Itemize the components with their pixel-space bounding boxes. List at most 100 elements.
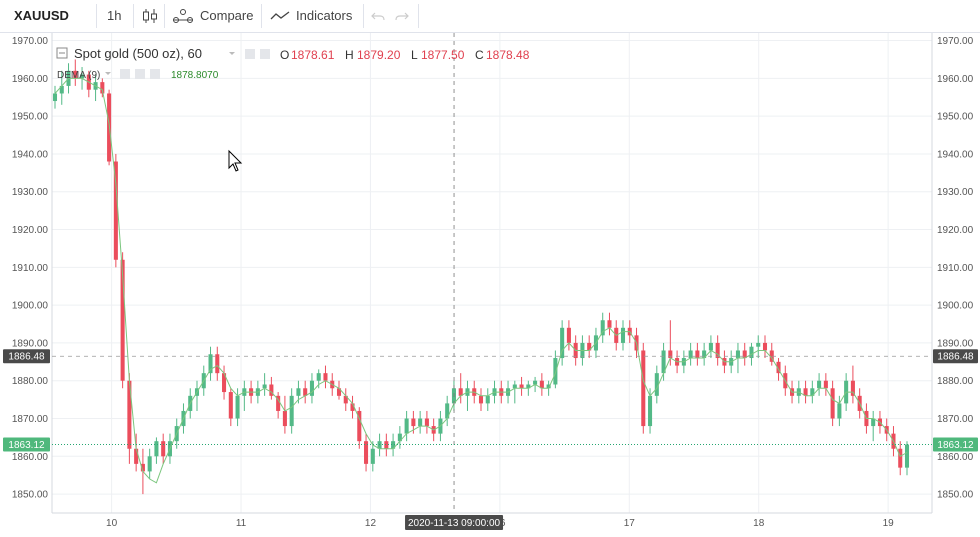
- candle: [194, 380, 200, 411]
- dema-line: [54, 77, 908, 484]
- mouse-cursor-icon: [228, 149, 243, 172]
- candle-body: [134, 448, 139, 464]
- candles-icon: [143, 8, 157, 23]
- last-price-text: 1863.12: [8, 440, 45, 451]
- left-price-scale[interactable]: 1970.00 1960.00 1950.00 1940.00 1930.00 1920.…: [12, 36, 49, 501]
- candle: [560, 320, 565, 366]
- candle-body: [120, 259, 125, 381]
- candle: [485, 388, 490, 411]
- candle: [823, 373, 828, 396]
- candle: [762, 335, 768, 359]
- candle: [519, 376, 524, 396]
- price-tick-label: 1850.00: [937, 490, 974, 501]
- price-tick-label: 1850.00: [12, 490, 49, 501]
- toolbar-divider: [164, 4, 165, 28]
- interval-button[interactable]: 1h: [107, 8, 122, 23]
- candle-body: [756, 342, 761, 347]
- candle-body: [323, 373, 328, 381]
- compare-label: Compare: [200, 8, 254, 23]
- candle-body: [837, 403, 842, 419]
- candle-body: [59, 85, 64, 94]
- price-chart[interactable]: 1970.00 1960.00 1950.00 1940.00 1930.00 1920.…: [0, 33, 980, 537]
- price-tick-label: 1900.00: [937, 301, 974, 312]
- price-tick-label: 1910.00: [937, 263, 974, 274]
- indicators-button[interactable]: Indicators: [270, 0, 352, 31]
- candle-body: [445, 403, 450, 419]
- candle: [418, 410, 423, 434]
- candle-body: [607, 320, 612, 328]
- candle-body: [336, 388, 342, 396]
- candle: [147, 448, 152, 479]
- price-tick-label: 1930.00: [12, 187, 49, 198]
- candle-body: [546, 384, 551, 389]
- candle-body: [343, 395, 348, 404]
- candle: [512, 380, 517, 404]
- right-price-scale[interactable]: 1970.00 1960.00 1950.00 1940.00 1930.00 1920.…: [937, 36, 974, 501]
- redo-icon: [395, 12, 409, 20]
- candle: [208, 346, 213, 381]
- candle-body: [215, 354, 220, 374]
- eye-icon[interactable]: [245, 49, 255, 59]
- candle-body: [803, 388, 808, 396]
- low-label: L: [411, 48, 418, 62]
- candle: [715, 335, 720, 366]
- price-tick-label: 1860.00: [937, 452, 974, 463]
- candle-body: [641, 350, 646, 427]
- candle-body: [282, 410, 287, 427]
- chart-style-button[interactable]: [142, 0, 158, 31]
- candle-body: [776, 361, 781, 374]
- candle-body: [661, 350, 666, 374]
- dema-value: 1878.8070: [171, 70, 219, 81]
- price-tick-label: 1860.00: [12, 452, 49, 463]
- candle-body: [519, 384, 524, 389]
- candle: [397, 426, 402, 449]
- legend: Spot gold (500 oz), 60 O 1878.61 H 1879.…: [56, 46, 530, 81]
- candle-body: [350, 403, 355, 411]
- price-tick-label: 1950.00: [12, 112, 49, 123]
- candle: [289, 388, 294, 434]
- toolbar-divider: [133, 4, 134, 28]
- candle-body: [52, 93, 58, 102]
- candle-body: [235, 395, 240, 419]
- symbol-label[interactable]: XAUUSD: [14, 8, 69, 23]
- open-label: O: [280, 48, 289, 62]
- dema-eye-icon[interactable]: [120, 69, 130, 79]
- candle-body: [309, 380, 314, 396]
- candle-body: [620, 327, 626, 343]
- time-tick-label: 18: [753, 518, 765, 529]
- candle: [607, 312, 612, 336]
- candle: [323, 365, 328, 389]
- candle-body: [303, 388, 308, 396]
- candle: [742, 342, 747, 366]
- candle-body: [539, 380, 544, 389]
- last-price-tag-left: 1863.12: [3, 437, 50, 452]
- candle-body: [708, 342, 713, 351]
- candle-body: [384, 441, 389, 449]
- dema-remove-icon[interactable]: [150, 69, 160, 79]
- candle: [370, 441, 375, 472]
- legend-menu-chevron-icon[interactable]: [229, 52, 235, 55]
- dema-settings-icon[interactable]: [135, 69, 145, 79]
- candle: [228, 388, 233, 427]
- candle-body: [404, 418, 409, 434]
- candle: [587, 335, 592, 359]
- undo-button[interactable]: [371, 0, 385, 31]
- settings-icon[interactable]: [260, 49, 270, 59]
- price-tick-label: 1880.00: [12, 376, 49, 387]
- compare-button[interactable]: Compare: [172, 0, 253, 31]
- toolbar-divider: [363, 4, 364, 28]
- price-tick-label: 1870.00: [937, 414, 974, 425]
- toolbar-divider: [96, 4, 97, 28]
- candle-body: [749, 346, 754, 359]
- candle-body: [147, 456, 152, 472]
- price-tick-label: 1970.00: [12, 36, 49, 47]
- price-tick-label: 1870.00: [12, 414, 49, 425]
- candle-body: [600, 320, 605, 336]
- dema-menu-chevron-icon[interactable]: [105, 72, 111, 75]
- candle: [817, 373, 822, 396]
- candle: [837, 395, 842, 427]
- price-tick-label: 1930.00: [937, 187, 974, 198]
- redo-button[interactable]: [395, 0, 409, 31]
- candle-body: [357, 410, 362, 442]
- candle-body: [668, 350, 673, 359]
